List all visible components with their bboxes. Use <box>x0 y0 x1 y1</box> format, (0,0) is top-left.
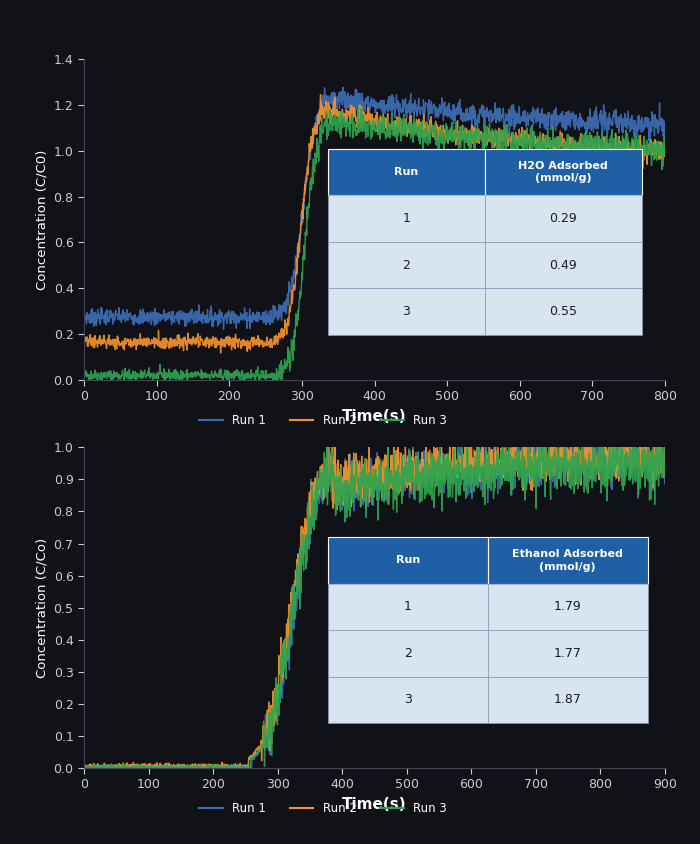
Y-axis label: Concentration (C/C0): Concentration (C/C0) <box>35 149 48 289</box>
X-axis label: Time(s): Time(s) <box>342 797 407 812</box>
Legend: Run 1, Run 2, Run 3: Run 1, Run 2, Run 3 <box>195 409 452 431</box>
X-axis label: Time(s): Time(s) <box>342 408 407 424</box>
Y-axis label: Concentration (C/Co): Concentration (C/Co) <box>35 538 48 678</box>
Legend: Run 1, Run 2, Run 3: Run 1, Run 2, Run 3 <box>195 798 452 820</box>
